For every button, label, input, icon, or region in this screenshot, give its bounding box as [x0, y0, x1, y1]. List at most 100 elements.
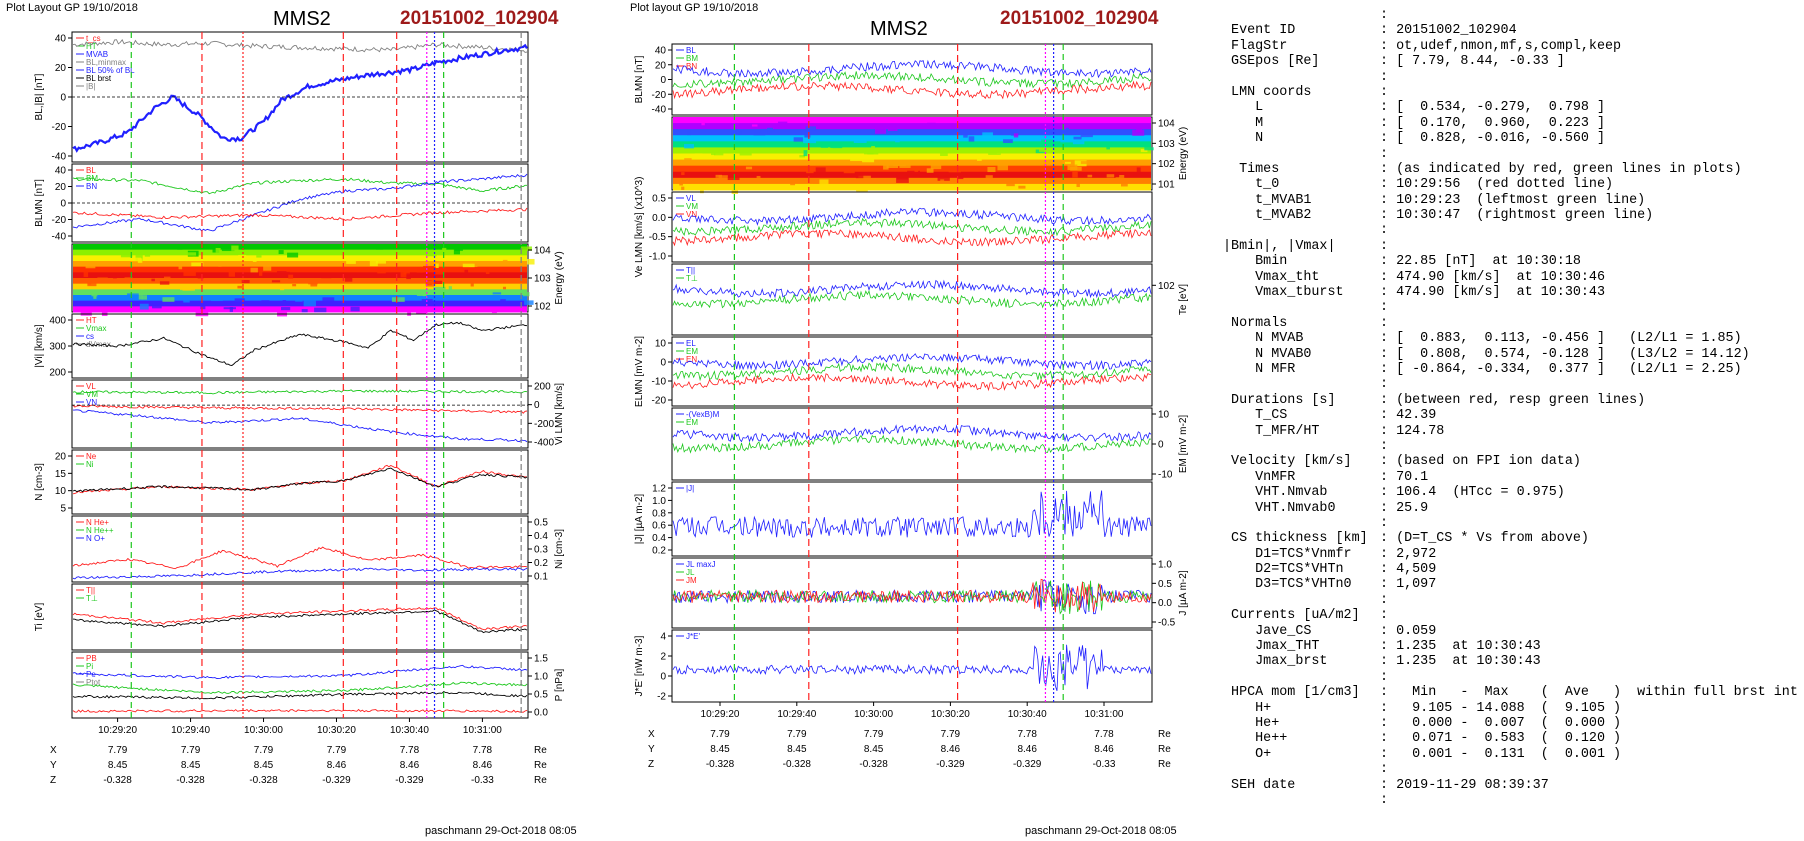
summary-value: : 474.90 [km/s] at 10:30:46: [1380, 269, 1605, 285]
spectrogram-pixel: [491, 309, 497, 314]
spectrogram-pixel: [303, 300, 316, 307]
spectrogram-band: [73, 255, 527, 262]
summary-key: Durations [s]: [1223, 392, 1336, 408]
position-value: 8.45: [710, 744, 730, 755]
series-line: [672, 290, 1152, 309]
summary-row: Vmax_tburst: 474.90 [km/s] at 10:30:43: [1223, 285, 1801, 300]
spectrogram-pixel: [997, 164, 1008, 171]
series-line: [672, 644, 1152, 692]
spectrogram-pixel: [492, 292, 502, 295]
position-value: -0.328: [249, 775, 278, 786]
summary-key: CS thickness [km]: [1223, 531, 1368, 547]
spectrogram-pixel: [218, 262, 222, 267]
spectrogram-pixel: [141, 295, 147, 300]
spectrogram-pixel: [1126, 172, 1134, 178]
summary-value: : 0.071 - 0.583 ( 0.120 ): [1380, 731, 1622, 747]
spectrogram-pixel: [803, 137, 817, 144]
position-value: 8.46: [941, 744, 961, 755]
spectrogram-pixel: [470, 282, 474, 287]
legend-label: EN: [686, 355, 697, 364]
spectrogram-pixel: [351, 250, 360, 253]
spectrogram-pixel: [258, 270, 263, 276]
middle-layout-label: Plot layout GP 19/10/2018: [630, 2, 759, 14]
x-tick-label: 10:30:40: [1008, 709, 1047, 720]
spectrogram-pixel: [322, 297, 335, 302]
summary-key: t_MVAB2: [1223, 208, 1312, 224]
summary-value: : [ 0.828, -0.016, -0.560 ]: [1380, 131, 1605, 147]
y-tick-label: 200: [534, 382, 551, 393]
series-line: [672, 207, 1152, 226]
y-tick-label: -40: [652, 105, 667, 116]
panel-frame-5: [71, 449, 529, 515]
position-row-label: Z: [50, 775, 56, 786]
legend-label: Vmax: [86, 324, 106, 333]
y-axis-label: |Vi| [km/s]: [34, 324, 45, 368]
spectrogram-band: [73, 300, 527, 307]
summary-value: :: [1380, 315, 1389, 331]
summary-row: Jave_CS: 0.059: [1223, 624, 1801, 639]
spectrogram-pixel: [1003, 139, 1013, 143]
spectrogram-pixel: [138, 295, 143, 300]
spectrogram-pixel: [1083, 118, 1096, 121]
spectrogram-pixel: [448, 286, 453, 290]
summary-row: D3=TCS*VHTn0: 1,097: [1223, 577, 1801, 592]
legend-label: BM: [686, 54, 698, 63]
y-tick-label: 1.0: [652, 496, 666, 507]
spectrogram-band: [673, 129, 1151, 136]
series-line-blue: [72, 567, 528, 580]
x-tick-label: 10:29:20: [98, 725, 137, 736]
panel-frame-7: [71, 583, 529, 651]
summary-row: N MVAB: [ 0.883, 0.113, -0.456 ] (L2/L1 …: [1223, 331, 1801, 346]
spectrogram-pixel: [151, 278, 155, 282]
summary-row: VHT.Nmvab0: 25.9: [1223, 501, 1801, 516]
spectrogram-pixel: [485, 268, 490, 275]
spectrogram-pixel: [1132, 129, 1145, 136]
spectrogram-pixel: [820, 143, 828, 148]
summary-key: T_MFR/HT: [1223, 423, 1320, 439]
spectrogram-pixel: [391, 297, 405, 302]
spectrogram-pixel: [977, 156, 982, 161]
spectrogram-pixel: [179, 286, 191, 291]
series-line-black: [72, 467, 528, 493]
summary-key: N MFR: [1223, 361, 1296, 377]
spectrogram-pixel: [215, 247, 221, 253]
summary-value: : (D=T_CS * Vs from above): [1380, 531, 1589, 547]
spectrogram-pixel: [431, 280, 443, 284]
summary-row: N MFR: [ -0.864, -0.334, 0.377 ] (L2/L1 …: [1223, 362, 1801, 377]
spectrogram-pixel: [1072, 171, 1078, 178]
spectrogram-pixel: [694, 153, 703, 158]
spectrogram-pixel: [751, 124, 758, 127]
spectrogram-pixel: [308, 280, 318, 285]
spectrogram-pixel: [684, 158, 692, 162]
spectrogram-pixel: [824, 184, 838, 187]
y-tick-label: 4: [660, 632, 666, 643]
position-value: -0.328: [783, 759, 812, 770]
legend-label: HT: [86, 42, 97, 51]
spectrogram-band: [73, 278, 527, 285]
series-line: [672, 59, 1152, 79]
spectrogram-pixel: [940, 151, 948, 156]
y-tick-label: 1.0: [534, 672, 548, 683]
spectrogram-pixel: [681, 172, 685, 176]
left-footer: paschmann 29-Oct-2018 08:05: [425, 825, 577, 837]
spectrogram-pixel: [85, 262, 96, 269]
spectrogram-pixel: [745, 166, 753, 170]
spectrogram-pixel: [288, 274, 294, 279]
y-tick-label: 40: [655, 46, 667, 57]
x-tick-label: 10:30:20: [931, 709, 970, 720]
x-tick-label: 10:30:40: [390, 725, 429, 736]
spectrogram-pixel: [131, 257, 141, 262]
spectrogram-pixel: [144, 254, 151, 257]
spectrogram-pixel: [1106, 146, 1110, 150]
y-axis-label: EM [mV m-2]: [1178, 415, 1189, 474]
spectrogram-pixel: [893, 161, 906, 167]
spectrogram-pixel: [93, 295, 97, 299]
y-axis-label: ELMN [mV m-2]: [634, 336, 645, 407]
spectrogram-pixel: [714, 152, 724, 156]
spectrogram-pixel: [187, 252, 197, 256]
y-tick-label: 0.5: [652, 194, 666, 205]
spectrogram-pixel: [406, 273, 411, 280]
y-axis-label: Vi LMN [km/s]: [554, 383, 565, 445]
position-value: -0.329: [395, 775, 424, 786]
legend-label: N He+: [86, 518, 109, 527]
